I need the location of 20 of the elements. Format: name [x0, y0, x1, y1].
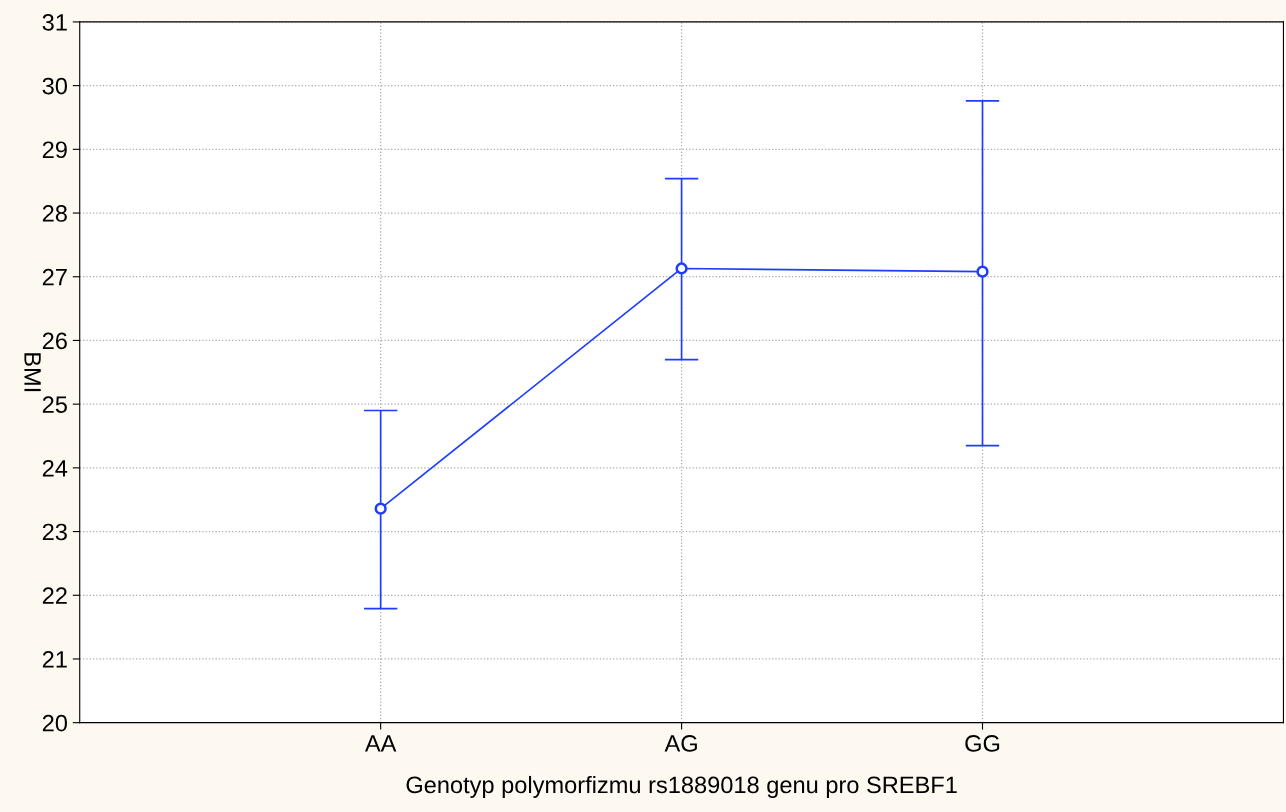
y-tick-label: 28 [42, 205, 67, 222]
y-tick-label: 29 [42, 141, 67, 159]
y-axis-title: BMI [24, 353, 41, 392]
x-tick-label: GG [965, 735, 1000, 752]
y-tick-label: 31 [42, 13, 67, 31]
x-tick-label: AA [364, 735, 397, 752]
point [374, 502, 387, 515]
y-tick-label: 21 [42, 651, 67, 668]
y-tick-label: 27 [42, 268, 67, 286]
point [675, 262, 688, 275]
x-axis-title: Genotyp polymorfizmu rs1889018 genu pro SREBF1 [406, 775, 957, 798]
y-tick-label: 24 [42, 459, 68, 477]
y-tick-label: 22 [42, 587, 67, 604]
y-tick-label: 23 [42, 523, 67, 541]
y-tick-label: 25 [42, 396, 67, 413]
y-tick-label: 30 [42, 77, 68, 95]
point [976, 265, 989, 278]
x-tick-label: AG [664, 735, 697, 752]
y-tick-label: 20 [42, 714, 68, 732]
y-tick-label: 26 [42, 332, 67, 350]
